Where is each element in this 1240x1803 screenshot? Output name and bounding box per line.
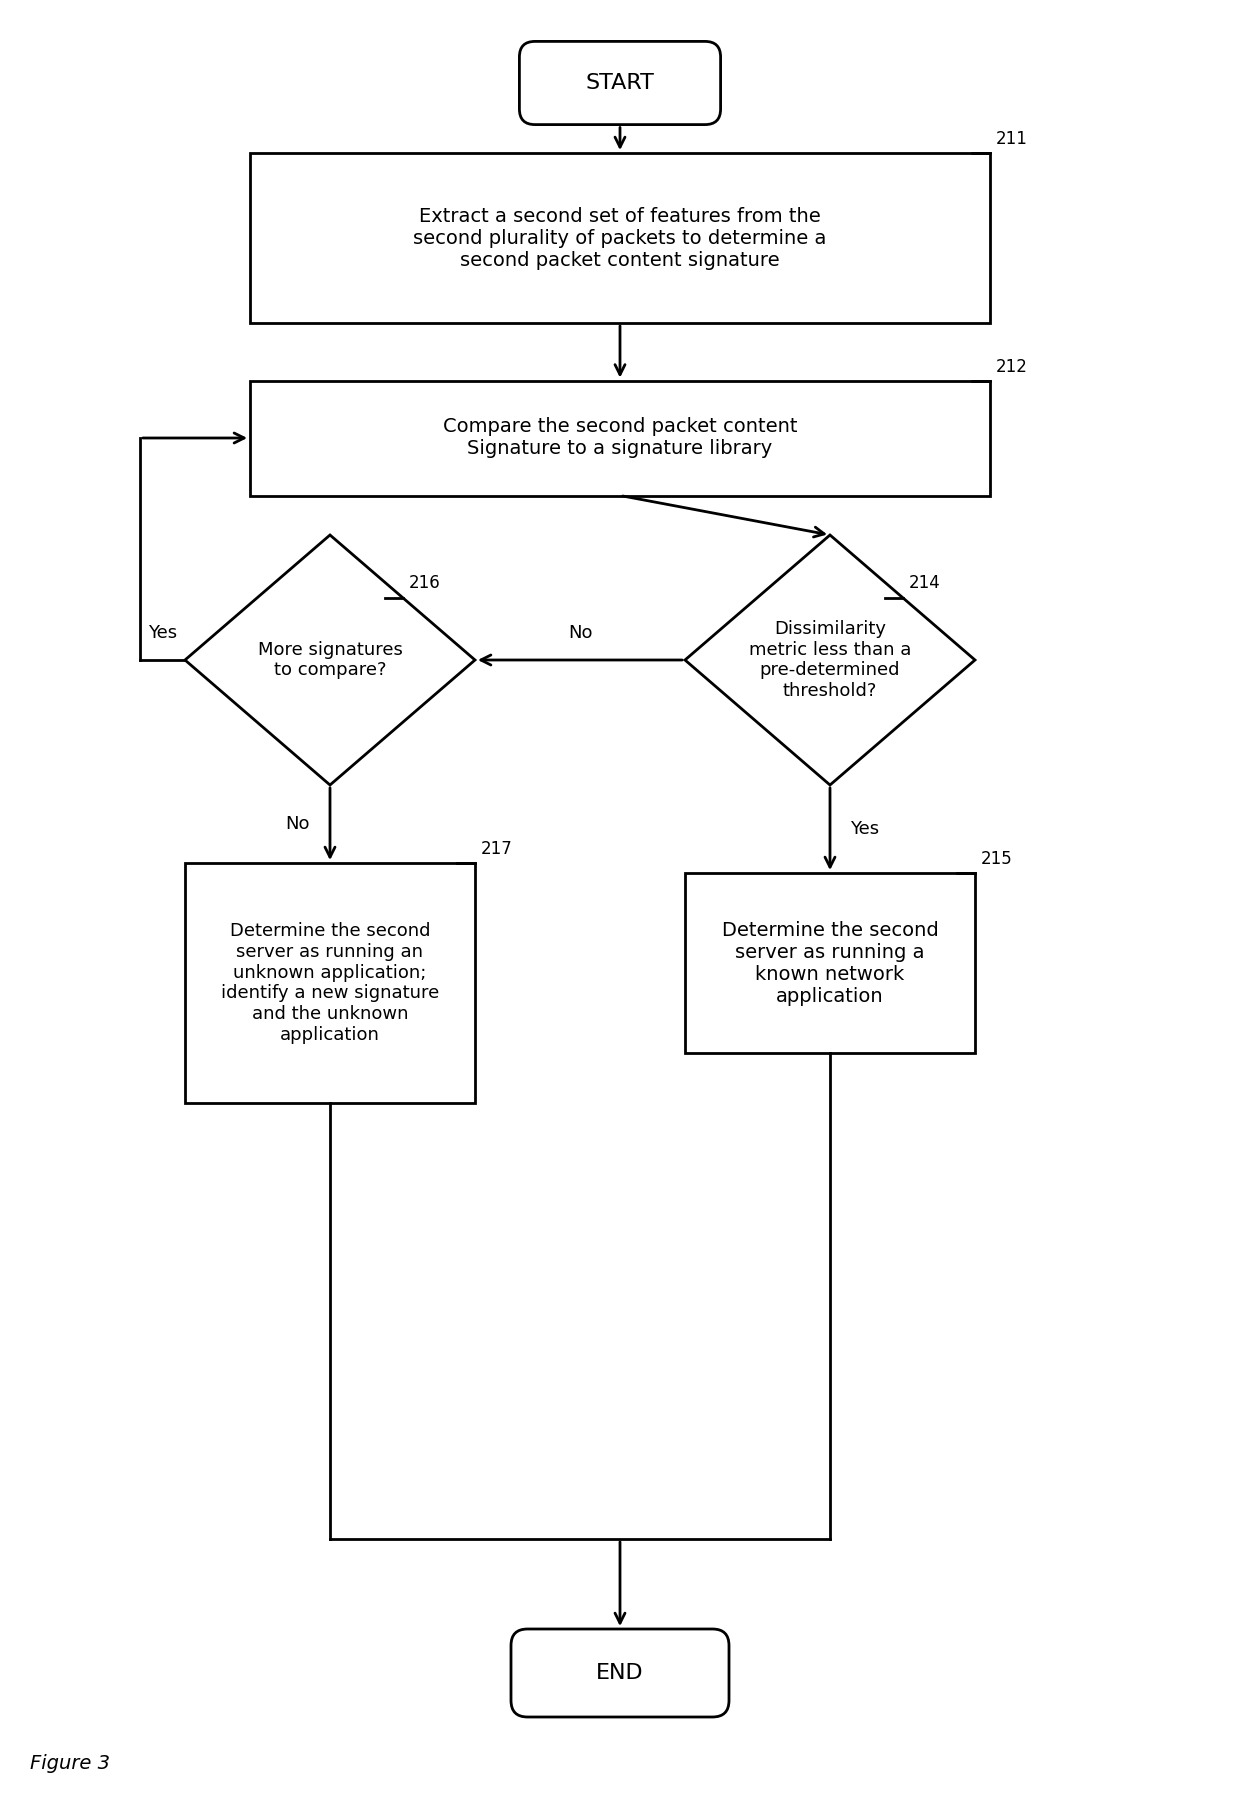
Text: Yes: Yes [149,624,177,642]
Bar [250,380,990,496]
Text: More signatures
to compare?: More signatures to compare? [258,640,403,680]
Polygon shape [185,535,475,784]
Text: END: END [596,1662,644,1682]
Bar [250,153,990,323]
Text: Determine the second
server as running a
known network
application: Determine the second server as running a… [722,921,939,1006]
FancyBboxPatch shape [511,1628,729,1716]
Text: Determine the second
server as running an
unknown application;
identify a new si: Determine the second server as running a… [221,921,439,1044]
FancyBboxPatch shape [520,41,720,124]
Bar [684,873,975,1053]
Polygon shape [684,535,975,784]
Text: No: No [285,815,310,833]
Text: Yes: Yes [849,820,879,838]
Text: No: No [568,624,593,642]
Text: Extract a second set of features from the
second plurality of packets to determi: Extract a second set of features from th… [413,207,827,269]
Text: 214: 214 [909,575,940,593]
Text: Figure 3: Figure 3 [30,1754,110,1772]
Text: 212: 212 [996,357,1028,375]
Text: 216: 216 [408,575,440,593]
Text: 211: 211 [996,130,1028,148]
Text: START: START [585,72,655,94]
Text: Compare the second packet content
Signature to a signature library: Compare the second packet content Signat… [443,418,797,458]
Text: Dissimilarity
metric less than a
pre-determined
threshold?: Dissimilarity metric less than a pre-det… [749,620,911,700]
Text: 217: 217 [481,840,513,858]
Text: 215: 215 [981,849,1013,867]
Bar [185,864,475,1103]
